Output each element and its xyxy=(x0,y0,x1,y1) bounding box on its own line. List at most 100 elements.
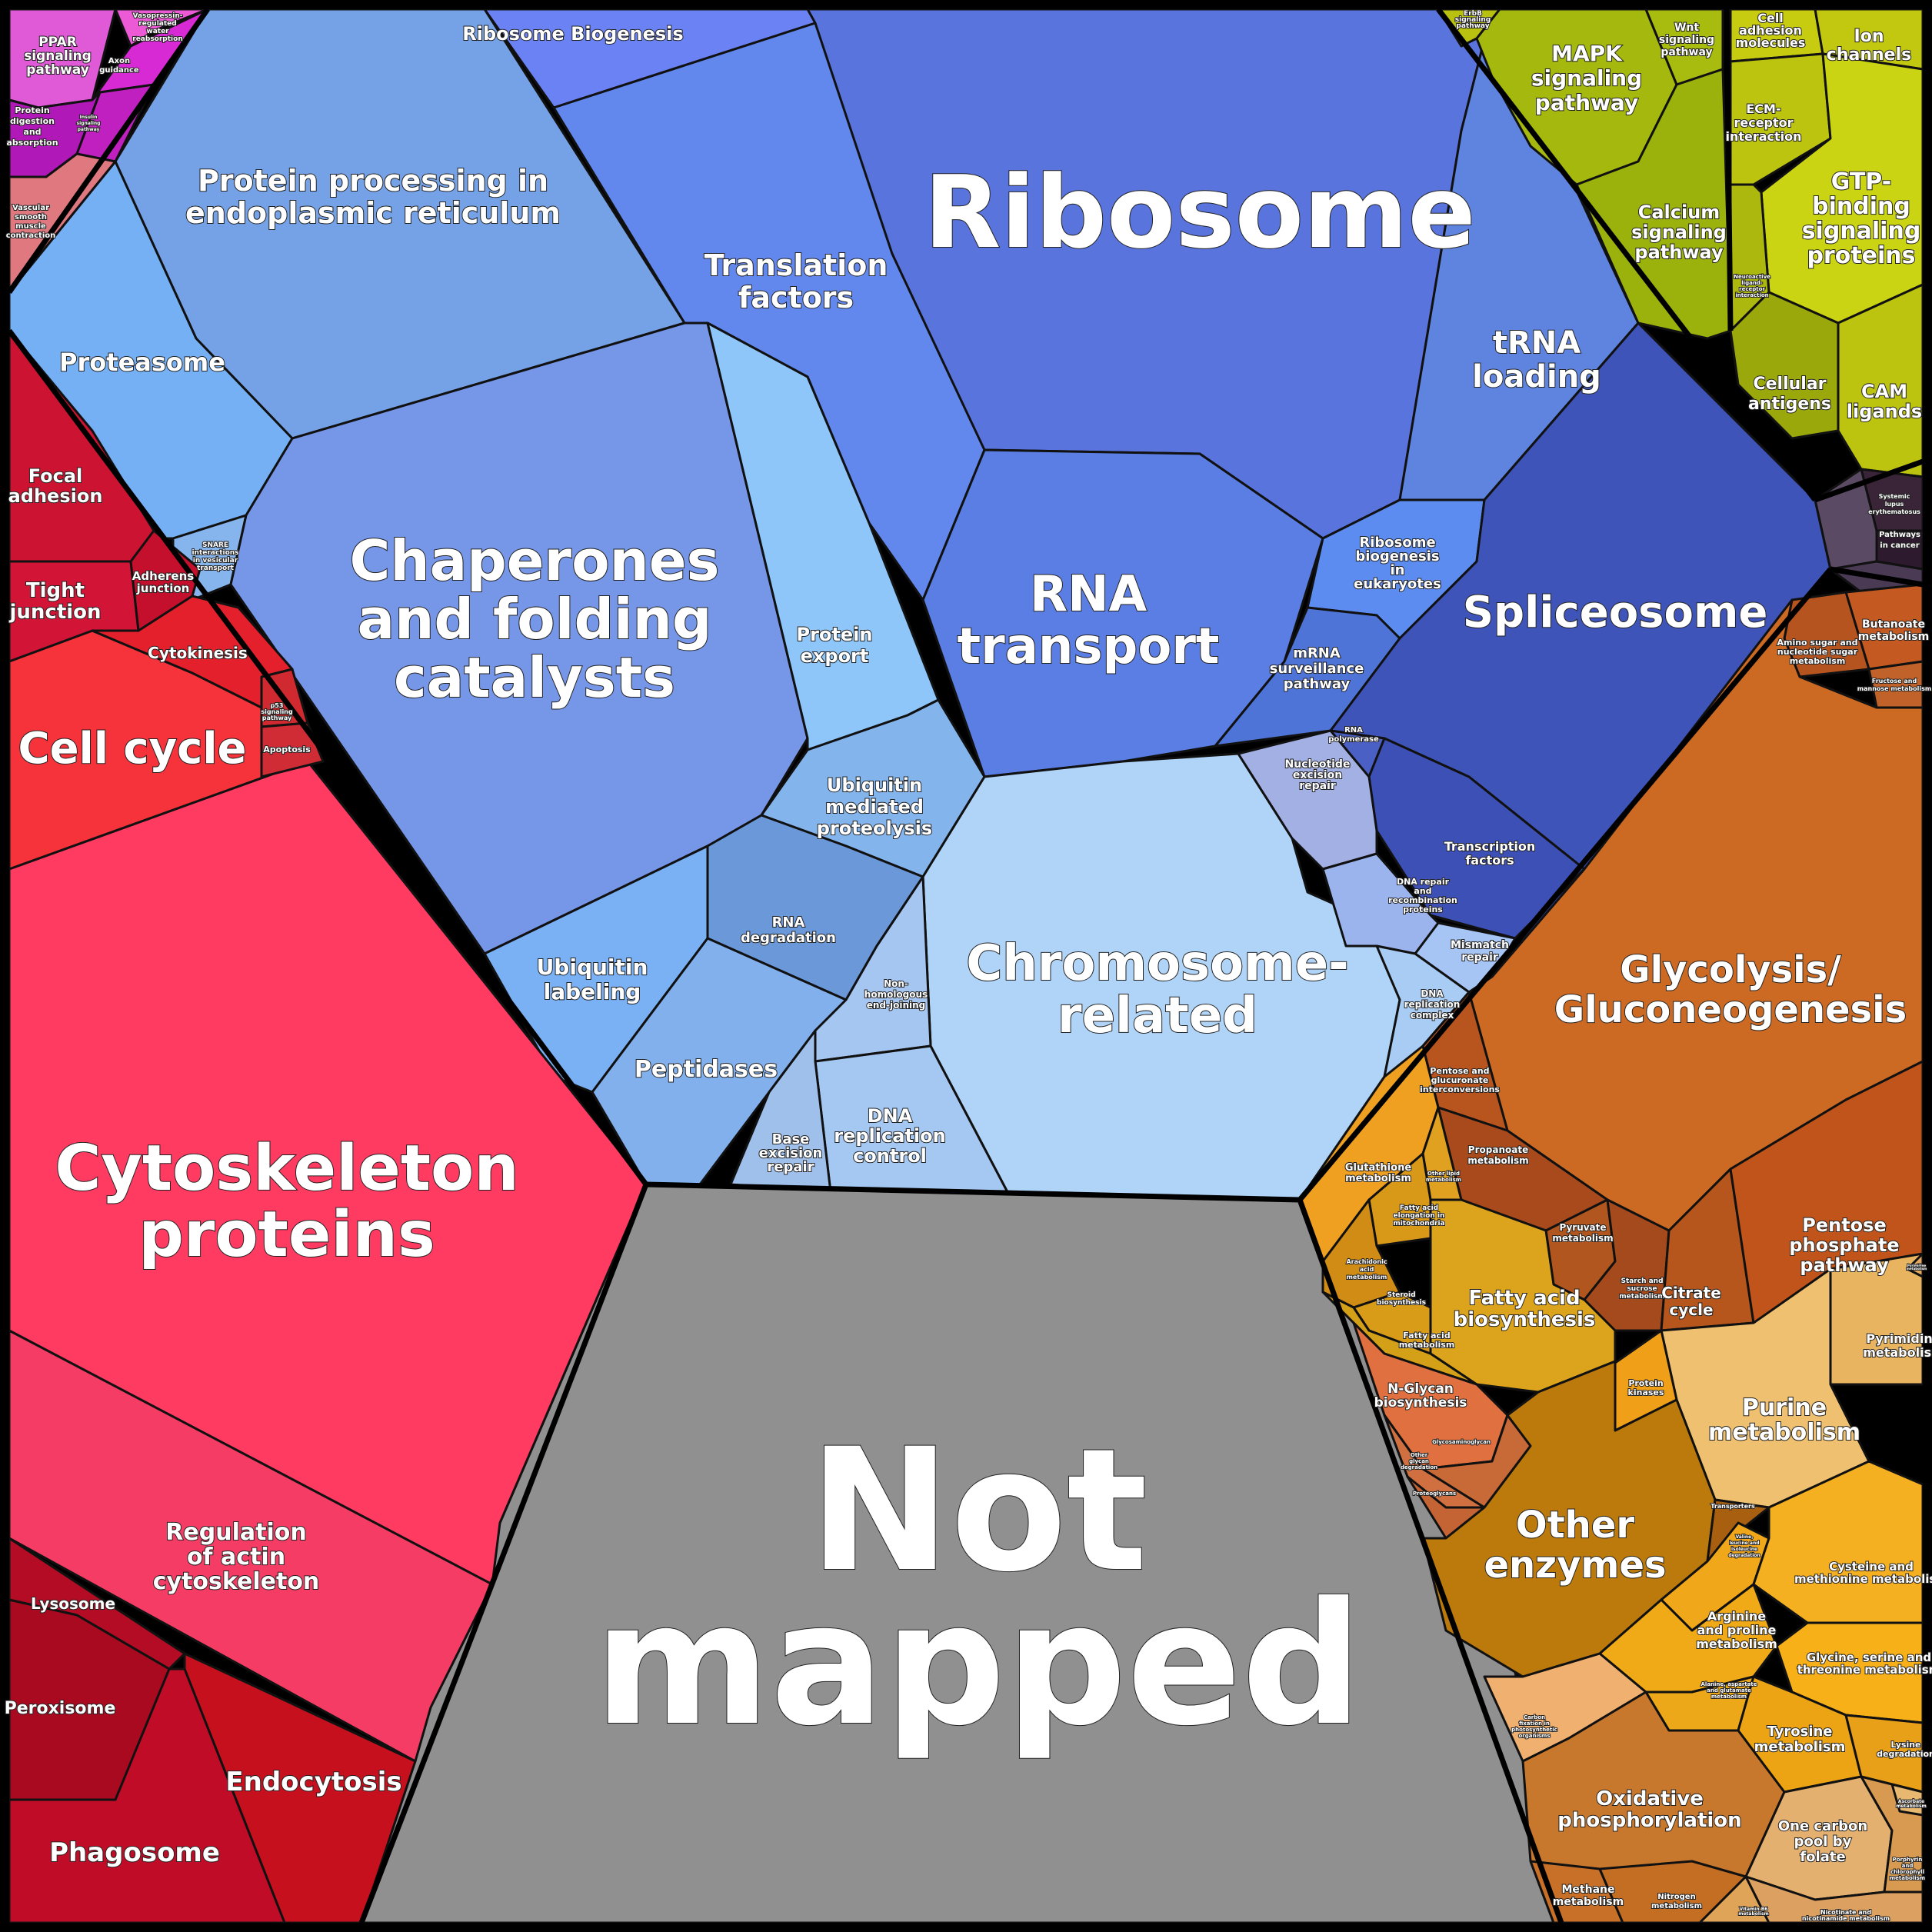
label-line: recombination xyxy=(1388,895,1457,905)
label-tyrosine: Tyrosine metabolism xyxy=(1754,1724,1846,1755)
label-other-lipid: Other lipid metabolism xyxy=(1426,1171,1461,1183)
label-line: Tight xyxy=(26,579,85,602)
label-line: cycle xyxy=(1669,1301,1713,1319)
label-axon-guidance: Axon guidance xyxy=(99,57,139,75)
label-line: mRNA xyxy=(1293,645,1341,661)
label-line: metabolism xyxy=(1711,1694,1747,1700)
label-line: RNA xyxy=(1030,566,1148,623)
label-line: metabolism xyxy=(1738,1911,1769,1917)
label-line: control xyxy=(853,1145,927,1167)
label-line: Purine xyxy=(1742,1394,1827,1421)
label-line: Phagosome xyxy=(49,1837,220,1868)
label-regulation-actin: Regulation of actin cytoskeleton xyxy=(153,1519,320,1595)
label-line: and xyxy=(1414,886,1431,896)
label-ubiquitin-labeling: Ubiquitin labeling xyxy=(537,954,648,1004)
label-line: interaction xyxy=(1725,129,1801,144)
label-line: regulated xyxy=(138,20,176,28)
label-proteasome: Proteasome xyxy=(59,348,225,377)
label-propanoate: Propanoate metabolism xyxy=(1467,1144,1528,1166)
label-line: Chaperones xyxy=(350,528,720,593)
label-line: Pyruvate xyxy=(1559,1222,1606,1233)
label-ion-channels: Ion channels xyxy=(1827,27,1911,65)
label-nglycan: N-Glycan biosynthesis xyxy=(1374,1381,1467,1411)
label-line: erythematosus xyxy=(1868,508,1920,515)
label-line: Valine, xyxy=(1735,1534,1753,1540)
label-line: Cell xyxy=(1757,11,1784,25)
label-line: Ubiquitin xyxy=(827,774,922,796)
boundary-orange xyxy=(1297,567,1833,1202)
label-arachidonic: Arachidonic acid metabolism xyxy=(1346,1258,1387,1281)
label-nitrogen: Nitrogen metabolism xyxy=(1651,1893,1702,1910)
label-line: metabolism xyxy=(1467,1155,1528,1166)
label-apoptosis: Apoptosis xyxy=(263,744,311,754)
label-line: Protein xyxy=(797,624,873,645)
label-trna-loading: tRNA loading xyxy=(1472,325,1601,395)
label-line: Gluconeogenesis xyxy=(1554,988,1907,1031)
label-line: Cytoskeleton xyxy=(55,1132,519,1205)
label-line: degradation xyxy=(741,930,836,946)
label-line: Pentose and xyxy=(1430,1066,1489,1076)
label-line: metabolism xyxy=(1553,1896,1624,1908)
label-line: ligands xyxy=(1847,401,1922,422)
label-amino-sugar: Amino sugar and nucleotide sugar metabolis… xyxy=(1777,638,1857,666)
label-line: signaling xyxy=(77,121,101,126)
label-other-glycan: Other glycan degradation xyxy=(1401,1452,1437,1471)
label-line: ErbB xyxy=(1464,10,1482,18)
label-nucleotide-excision: Nucleotide excision repair xyxy=(1285,758,1351,792)
label-line: interactions xyxy=(192,549,238,557)
label-line: CAM xyxy=(1861,381,1907,402)
label-line: excision xyxy=(759,1145,823,1161)
label-glycosaminoglycan: Glycosaminoglycan xyxy=(1432,1439,1491,1445)
label-line: metabolism xyxy=(1552,1233,1613,1244)
label-adherens-junction: Adherens junction xyxy=(132,569,194,595)
label-mismatch-repair: Mismatch repair xyxy=(1451,939,1509,964)
label-line: eukaryotes xyxy=(1354,576,1441,592)
label-line: Ubiquitin xyxy=(537,954,648,980)
label-peptidases: Peptidases xyxy=(635,1056,778,1083)
label-gtp-binding: GTP-binding signaling proteins xyxy=(1802,168,1921,269)
label-line: polymerase xyxy=(1328,735,1379,744)
label-protein-processing: Protein processing in endoplasmic reticul… xyxy=(185,164,561,230)
label-line: elongation in xyxy=(1394,1212,1445,1220)
label-transcription-factors: Transcription factors xyxy=(1444,839,1536,868)
label-methane: Methane metabolism xyxy=(1553,1884,1624,1908)
label-line: Other xyxy=(1411,1452,1428,1458)
label-line: Butanoate xyxy=(1862,618,1925,631)
label-transporters: Transporters xyxy=(1710,1503,1755,1510)
label-line: Peptidases xyxy=(635,1056,778,1083)
label-line: complex xyxy=(1411,1010,1454,1021)
boundary-green-yellow xyxy=(1724,8,1734,331)
label-line: Vasopressin- xyxy=(132,12,182,20)
label-line: degradation xyxy=(1728,1553,1760,1558)
label-line: Spliceosome xyxy=(1463,588,1768,638)
label-lysosome: Lysosome xyxy=(31,1594,115,1613)
label-line: chlorophyll xyxy=(1890,1869,1924,1875)
label-line: Methane xyxy=(1562,1884,1615,1896)
label-porphyrin: Porphyrin and chlorophyll metabolism xyxy=(1890,1857,1925,1881)
label-line: Pathways xyxy=(1879,531,1920,539)
label-line: nicotinamide metabolism xyxy=(1802,1915,1890,1922)
label-purine: Purine metabolism xyxy=(1708,1394,1860,1446)
label-line: mitochondria xyxy=(1393,1220,1444,1227)
label-line: contraction xyxy=(6,232,56,240)
label-line: Starch and xyxy=(1621,1277,1663,1285)
label-rna-degradation: RNA degradation xyxy=(741,914,836,946)
label-line: repair xyxy=(1461,951,1498,964)
label-line: Systemic xyxy=(1879,493,1910,500)
label-base-excision: Base excision repair xyxy=(759,1131,823,1175)
label-line: Alanine, aspartate xyxy=(1701,1681,1757,1687)
label-line: pathway xyxy=(1535,90,1638,115)
label-line: Ribosome Biogenesis xyxy=(462,23,683,45)
label-line: Pyrimidine xyxy=(1907,1264,1927,1267)
label-line: ligand- xyxy=(1741,280,1763,286)
boundary-green-purple xyxy=(1814,458,1924,503)
label-line: glycan xyxy=(1409,1458,1429,1464)
label-line: in cancer xyxy=(1880,541,1920,550)
label-line: signaling xyxy=(1631,222,1727,243)
label-peroxisome: Peroxisome xyxy=(5,1699,116,1718)
label-line: Non- xyxy=(884,978,908,989)
label-cell-adhesion: Cell adhesion molecules xyxy=(1736,11,1806,50)
label-line: Regulation xyxy=(165,1519,306,1546)
label-line: Fatty acid xyxy=(1400,1204,1438,1212)
